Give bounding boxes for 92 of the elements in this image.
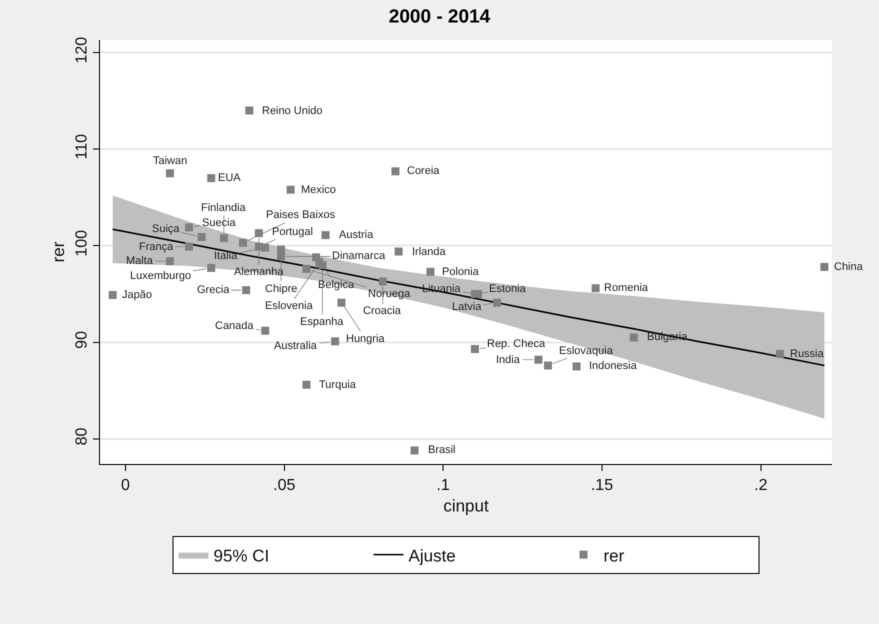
y-tick-label: 110 bbox=[74, 134, 91, 160]
point bbox=[394, 248, 403, 256]
data-label: Latvia bbox=[452, 301, 482, 313]
x-axis-title: cinput bbox=[443, 496, 489, 516]
y-tick-label: 120 bbox=[74, 36, 91, 64]
data-label: Espanha bbox=[300, 316, 344, 328]
point bbox=[184, 242, 193, 251]
point bbox=[207, 264, 216, 272]
data-label: Taiwan bbox=[153, 155, 188, 167]
point bbox=[572, 362, 581, 370]
data-label: Russia bbox=[790, 348, 825, 360]
data-label: Austria bbox=[339, 229, 374, 241]
data-label: Mexico bbox=[301, 184, 336, 196]
data-label: Noruega bbox=[368, 288, 412, 300]
data-label: Irlanda bbox=[412, 246, 447, 258]
point bbox=[245, 106, 254, 115]
point bbox=[220, 234, 228, 242]
point bbox=[207, 174, 216, 182]
point bbox=[166, 257, 174, 266]
point bbox=[820, 262, 828, 271]
point bbox=[592, 284, 600, 292]
x-tick-label: .05 bbox=[273, 477, 296, 494]
point bbox=[544, 361, 552, 370]
data-label: Reino Unido bbox=[262, 105, 323, 117]
data-label: Chipre bbox=[265, 283, 298, 295]
point bbox=[337, 298, 346, 307]
data-label: Portugal bbox=[272, 226, 313, 238]
x-tick-label: .1 bbox=[436, 477, 450, 494]
point bbox=[493, 298, 502, 307]
point bbox=[108, 290, 117, 299]
data-label: Eslovenia bbox=[265, 300, 314, 312]
x-tick-label: .15 bbox=[590, 477, 614, 494]
point bbox=[426, 268, 434, 276]
point bbox=[286, 186, 295, 194]
point bbox=[261, 244, 270, 252]
point bbox=[470, 345, 479, 354]
data-label: Finlandia bbox=[201, 202, 247, 214]
data-label: Grecia bbox=[197, 284, 230, 296]
point bbox=[322, 231, 330, 240]
legend-label: rer bbox=[604, 546, 625, 566]
data-label: China bbox=[834, 261, 864, 273]
data-label: Japão bbox=[122, 289, 152, 301]
data-label: Italia bbox=[214, 250, 238, 262]
point bbox=[184, 223, 193, 232]
data-label: EUA bbox=[218, 172, 242, 184]
point bbox=[198, 233, 206, 242]
data-label: Dinamarca bbox=[332, 250, 386, 262]
point bbox=[378, 277, 387, 286]
data-label: Luxemburgo bbox=[130, 270, 192, 282]
data-label: India bbox=[496, 354, 521, 366]
data-label: Indonesia bbox=[589, 360, 638, 372]
data-label: Alemanha bbox=[234, 266, 284, 278]
y-tick-label: 100 bbox=[74, 230, 91, 257]
data-label: Brasil bbox=[428, 444, 456, 456]
legend-label: Ajuste bbox=[408, 546, 456, 566]
data-label: Paises Baixos bbox=[266, 209, 336, 221]
point bbox=[391, 167, 400, 176]
data-label: Croacia bbox=[363, 305, 402, 317]
legend-label: 95% CI bbox=[214, 546, 270, 566]
point bbox=[302, 264, 311, 273]
y-tick-label: 80 bbox=[74, 427, 91, 446]
data-label: Estonia bbox=[489, 283, 527, 295]
point bbox=[242, 286, 250, 294]
point bbox=[254, 229, 263, 238]
data-label: Eslovaquia bbox=[559, 345, 614, 357]
data-label: Coreia bbox=[407, 165, 440, 177]
data-label: Suecia bbox=[202, 217, 237, 229]
point bbox=[302, 380, 311, 389]
data-label: França bbox=[139, 241, 174, 253]
data-label: Australia bbox=[274, 340, 318, 352]
point bbox=[261, 326, 270, 335]
point bbox=[630, 333, 638, 342]
data-label: Turquia bbox=[319, 379, 357, 391]
point bbox=[534, 356, 542, 364]
chart-title: 2000 - 2014 bbox=[388, 6, 491, 28]
point bbox=[776, 350, 784, 358]
data-label: Hungria bbox=[346, 333, 386, 345]
data-label: Rep. Checa bbox=[487, 338, 546, 350]
data-label: Romenia bbox=[604, 282, 649, 294]
data-label: Canada bbox=[215, 320, 254, 332]
point bbox=[166, 169, 174, 178]
x-tick-label: .2 bbox=[754, 477, 768, 494]
data-label: Suiça bbox=[152, 223, 180, 235]
point bbox=[277, 252, 286, 260]
point bbox=[410, 446, 419, 454]
y-axis-title: rer bbox=[49, 241, 68, 262]
point bbox=[238, 238, 247, 247]
data-label: Polonia bbox=[442, 266, 480, 278]
data-label: Malta bbox=[126, 255, 154, 267]
y-tick-label: 90 bbox=[74, 330, 91, 349]
x-tick-label: 0 bbox=[120, 477, 130, 494]
point bbox=[331, 337, 340, 346]
